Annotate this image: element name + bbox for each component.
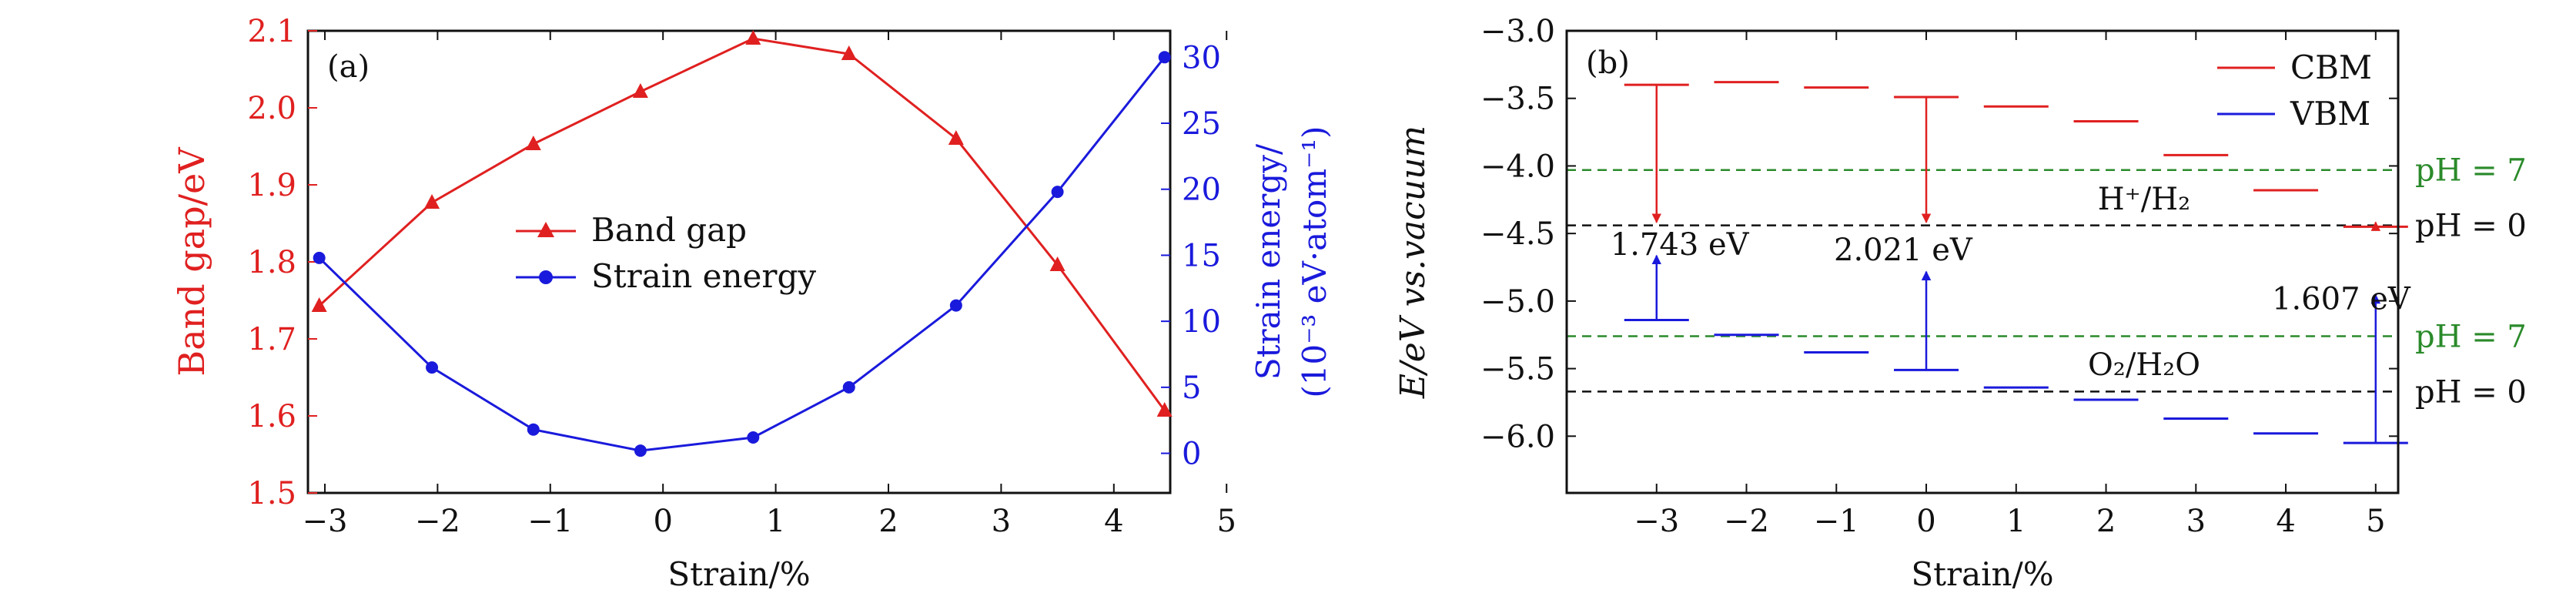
band-gap-value-label: 1.607 eV xyxy=(2272,281,2411,317)
reference-line-label: pH = 7 xyxy=(2415,153,2527,189)
panel-b-y-axis-label: E/eV vs.vacuum xyxy=(1393,126,1433,399)
panel-a-x-ticks: −3 −2 −1 0 1 2 3 4 5 xyxy=(302,31,1236,539)
band-gap-value-label: 2.021 eV xyxy=(1834,233,1973,268)
strain-energy-point xyxy=(842,380,855,394)
x-tick-label: 5 xyxy=(1216,504,1236,539)
band-gap-value-label: 1.743 eV xyxy=(1611,227,1750,263)
x-tick-label: 3 xyxy=(992,504,1011,539)
panel-b-reference-labels: pH = 7 pH = 0 pH = 7 pH = 0 xyxy=(2415,153,2527,411)
x-tick-label: −1 xyxy=(527,504,573,539)
panel-b-label: (b) xyxy=(1586,45,1630,81)
panel-a-right-y-ticks: 0 5 10 15 20 25 30 xyxy=(1161,40,1221,472)
right-y-tick-label: 5 xyxy=(1182,370,1201,406)
x-tick-label: 4 xyxy=(2276,504,2295,539)
panel-b-frame xyxy=(1565,29,2400,494)
x-tick-label: 2 xyxy=(878,504,898,539)
x-tick-label: −3 xyxy=(1634,504,1679,539)
panel-b-gap-labels: 1.743 eV 2.021 eV 1.607 eV xyxy=(1611,227,2411,317)
panel-a-series xyxy=(311,30,1173,458)
panel-b-x-axis-label: Strain/% xyxy=(1911,555,2053,593)
panel-a-left-y-axis-label: Band gap/eV xyxy=(171,147,212,377)
panel-b-x-ticks: −3 −2 −1 0 1 2 3 4 5 xyxy=(1634,31,2386,539)
band-gap-point xyxy=(525,136,541,150)
x-tick-label: 0 xyxy=(1916,504,1935,539)
left-y-tick-label: 1.8 xyxy=(247,245,296,280)
y-tick-label: −4.5 xyxy=(1480,216,1555,252)
y-tick-label: −6.0 xyxy=(1480,419,1555,454)
x-tick-label: 0 xyxy=(653,504,672,539)
y-tick-label: −5.5 xyxy=(1480,352,1555,387)
panel-a-right-y-axis-label-line1: Strain energy/ xyxy=(1250,143,1287,380)
y-tick-label: −3.0 xyxy=(1480,14,1555,49)
right-y-tick-label: 25 xyxy=(1182,106,1221,142)
x-tick-label: 3 xyxy=(2186,504,2206,539)
panel-b-y-ticks: −3.0 −3.5 −4.0 −4.5 −5.0 −5.5 −6.0 xyxy=(1480,14,2398,454)
x-tick-label: 1 xyxy=(2006,504,2026,539)
left-y-tick-label: 2.1 xyxy=(247,14,296,49)
panel-b-legend: CBM VBM xyxy=(2217,49,2372,132)
panel-a-label: (a) xyxy=(327,49,370,85)
band-gap-point xyxy=(311,297,327,312)
reference-line-label: pH = 7 xyxy=(2415,319,2527,354)
left-y-tick-label: 1.7 xyxy=(247,322,296,357)
reference-line-label: pH = 0 xyxy=(2415,209,2527,244)
left-y-tick-label: 1.9 xyxy=(247,168,296,203)
left-y-tick-label: 2.0 xyxy=(247,91,296,126)
panel-a-legend: Band gap Strain energy xyxy=(516,211,816,295)
legend-strain-energy-label: Strain energy xyxy=(591,257,816,295)
left-y-tick-label: 1.6 xyxy=(247,399,296,434)
right-y-tick-label: 20 xyxy=(1182,173,1221,208)
band-gap-point xyxy=(424,194,440,209)
strain-energy-line xyxy=(318,56,1166,452)
x-tick-label: −2 xyxy=(415,504,460,539)
panel-b-band-levels xyxy=(1624,81,2408,444)
panel-a-left-y-ticks: 1.5 1.6 1.7 1.8 1.9 2.0 2.1 xyxy=(247,14,317,511)
reference-line-label: pH = 0 xyxy=(2415,374,2527,410)
left-y-tick-label: 1.5 xyxy=(247,476,296,511)
right-y-tick-label: 0 xyxy=(1182,437,1201,472)
y-tick-label: −5.0 xyxy=(1480,284,1555,320)
panel-a: (a) −3 −2 −1 0 1 2 3 4 5 1.5 1.6 1.7 1.8 1.9 2.0 2.1 0… xyxy=(171,14,1333,593)
x-tick-label: 4 xyxy=(1104,504,1123,539)
x-tick-label: 1 xyxy=(766,504,785,539)
strain-energy-point xyxy=(949,299,962,312)
panel-a-right-y-axis-label-line2: (10⁻³ eV·atom⁻¹) xyxy=(1296,126,1333,397)
legend-strain-energy-marker xyxy=(539,270,553,284)
panel-b-gap-arrows xyxy=(1651,85,2381,444)
legend-band-gap-label: Band gap xyxy=(591,211,747,249)
y-tick-label: −3.5 xyxy=(1480,82,1555,117)
strain-energy-point xyxy=(747,431,760,444)
strain-energy-point xyxy=(313,251,326,264)
x-tick-label: 5 xyxy=(2366,504,2385,539)
y-tick-label: −4.0 xyxy=(1480,149,1555,184)
band-gap-point xyxy=(1156,402,1173,417)
right-y-tick-label: 15 xyxy=(1182,238,1221,273)
strain-energy-point xyxy=(1158,51,1171,64)
band-gap-point xyxy=(948,130,964,145)
right-y-tick-label: 10 xyxy=(1182,304,1221,340)
legend-cbm-label: CBM xyxy=(2290,49,2372,86)
legend-vbm-label: VBM xyxy=(2290,95,2370,132)
strain-energy-point xyxy=(426,361,439,374)
strain-energy-point xyxy=(1051,186,1064,199)
band-gap-point xyxy=(745,30,761,45)
x-tick-label: −2 xyxy=(1724,504,1769,539)
x-tick-label: −3 xyxy=(302,504,347,539)
band-gap-point xyxy=(1049,256,1066,271)
band-gap-point xyxy=(632,83,648,98)
h-couple-label: H⁺/H₂ xyxy=(2098,182,2190,217)
x-tick-label: 2 xyxy=(2096,504,2116,539)
o-couple-label: O₂/H₂O xyxy=(2088,347,2200,383)
strain-energy-point xyxy=(634,444,647,458)
panel-a-x-axis-label: Strain/% xyxy=(667,555,810,593)
legend-band-gap-marker xyxy=(537,222,554,237)
strain-energy-point xyxy=(527,423,540,436)
panel-b: −3 −2 −1 0 1 2 3 4 5 −3.0 −3.5 −4.0 −4.5 −5.0 −5.5 −6.… xyxy=(1393,14,2527,593)
x-tick-label: −1 xyxy=(1814,504,1859,539)
band-gap-point xyxy=(841,45,857,60)
right-y-tick-label: 30 xyxy=(1182,40,1221,75)
panel-b-reference-lines xyxy=(1567,169,2398,393)
